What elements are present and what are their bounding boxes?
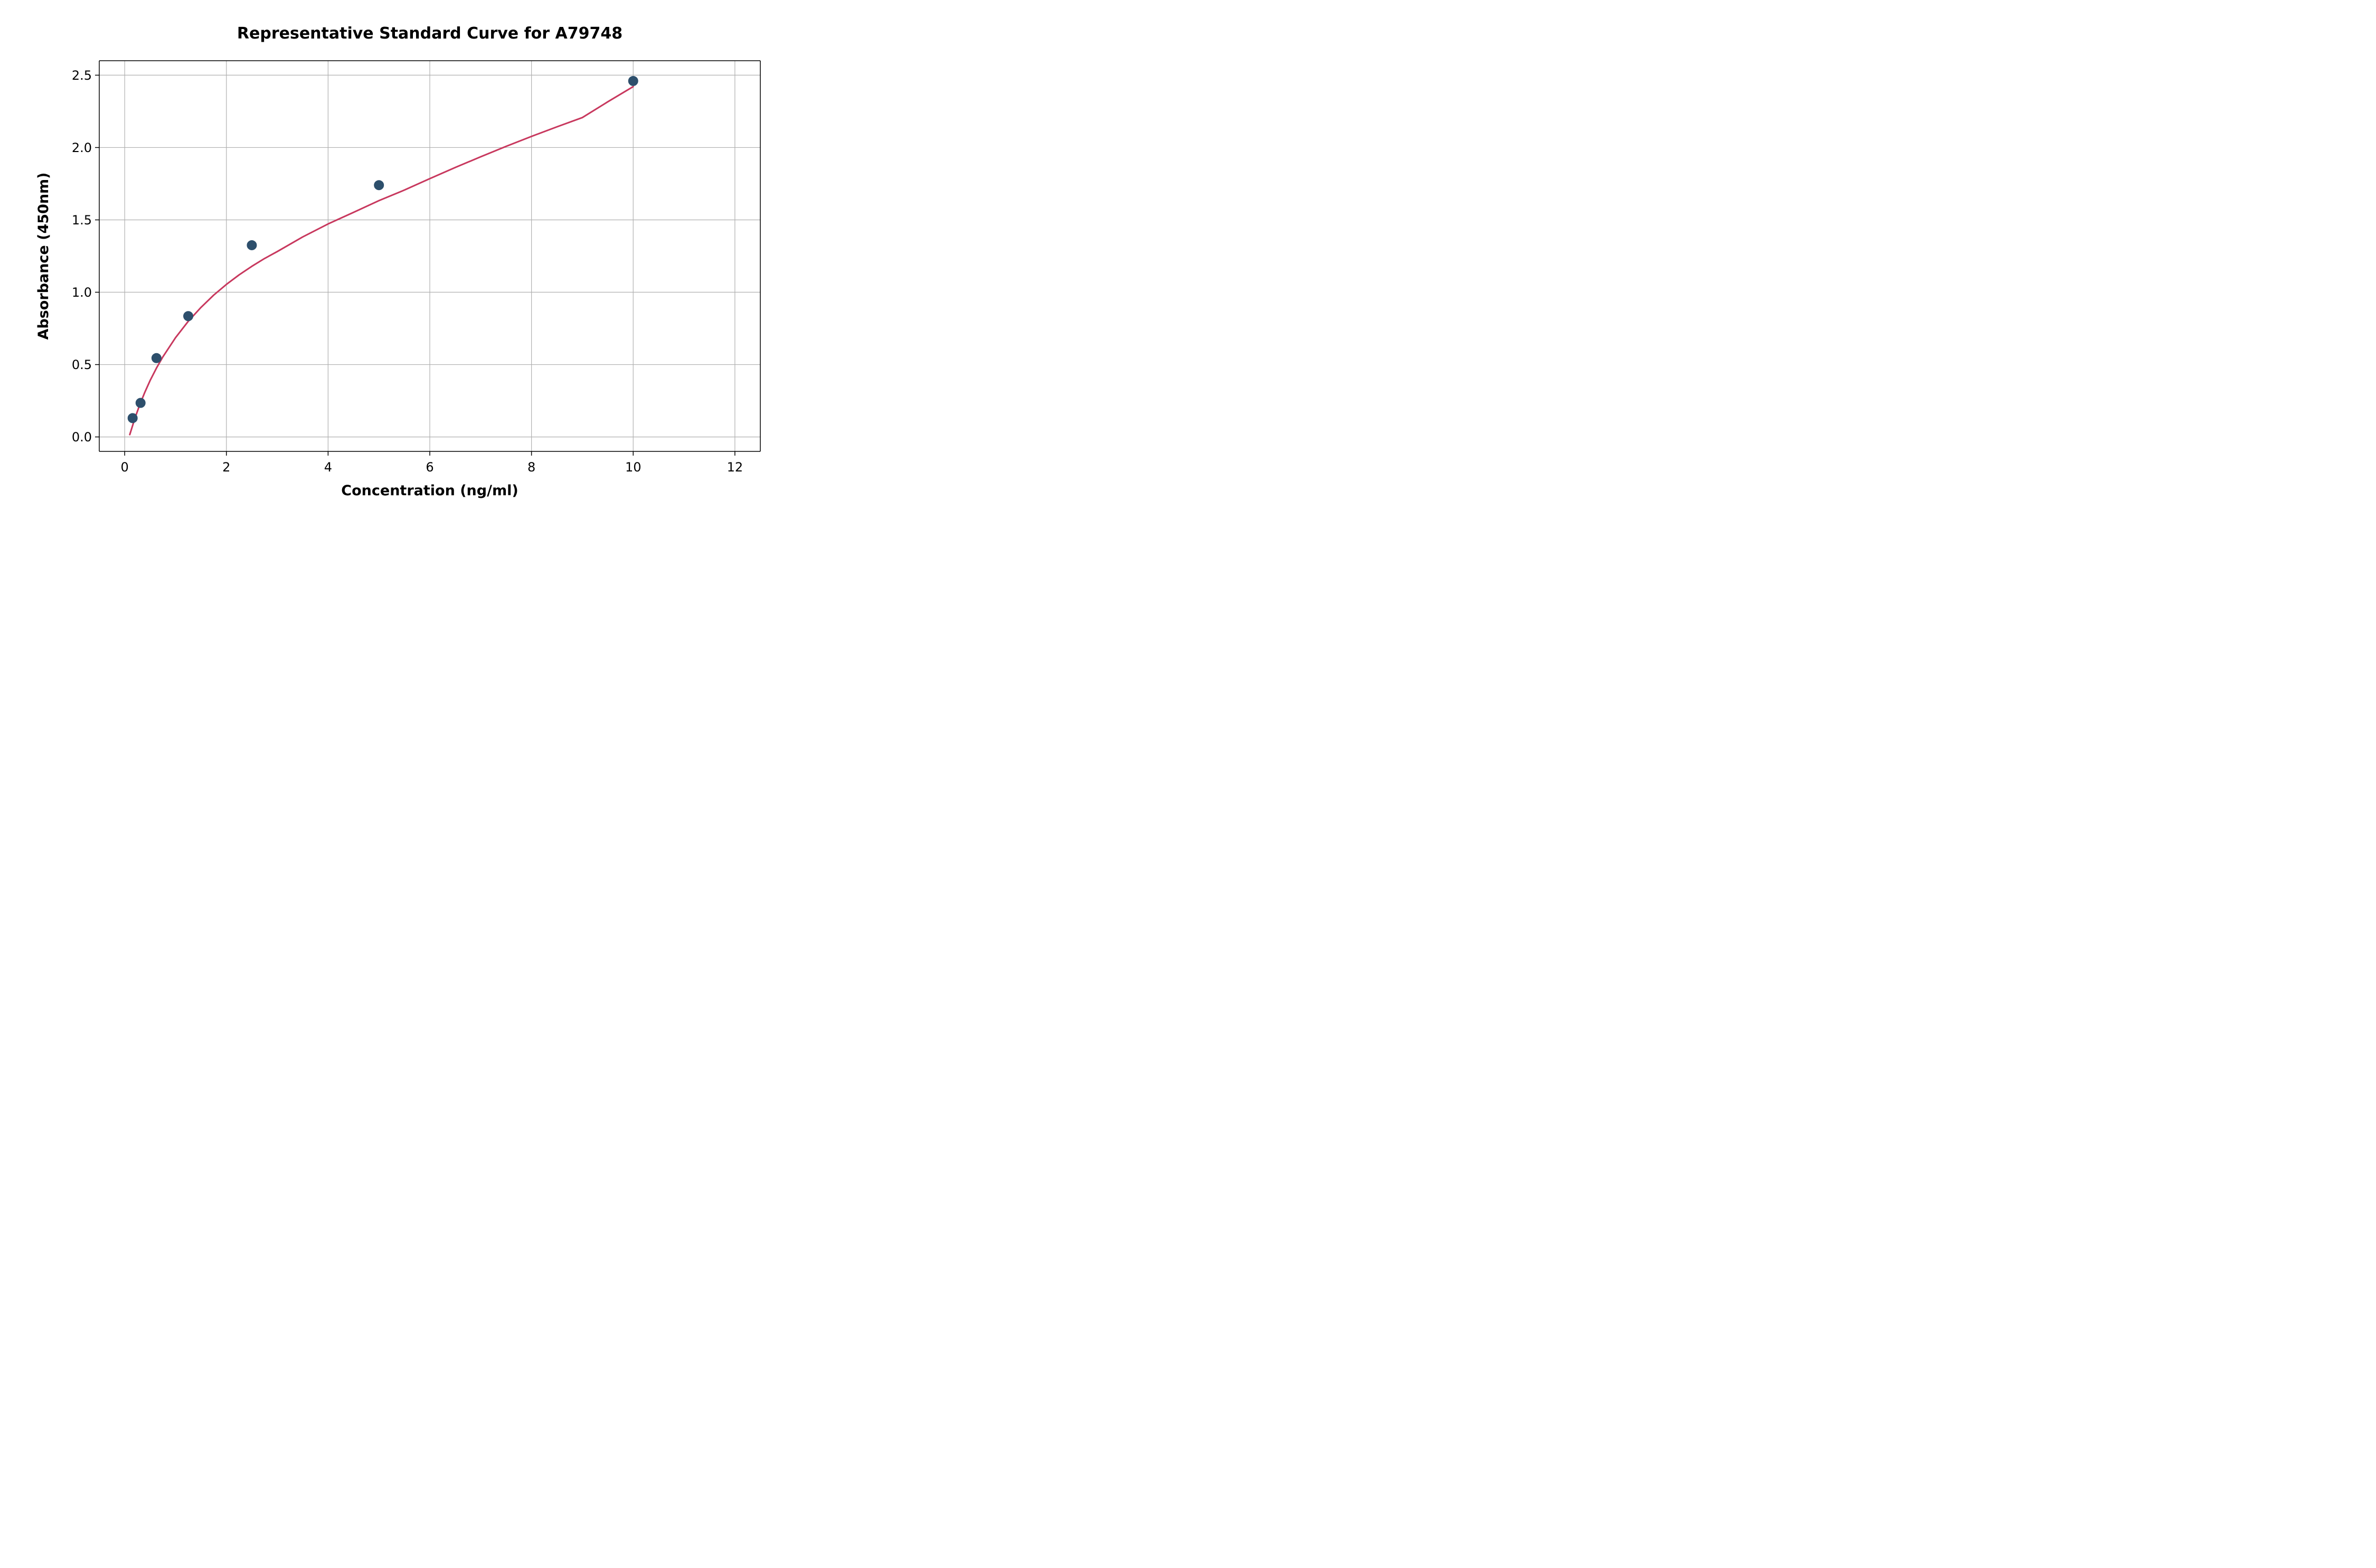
xtick-label: 12 <box>727 460 743 475</box>
data-point <box>628 76 638 86</box>
standard-curve-chart: 0 2 4 6 8 10 12 0.0 0.5 1.0 1.5 2.0 2.5 Concentration… <box>0 0 792 523</box>
ytick-label: 1.0 <box>72 285 92 300</box>
xtick-label: 8 <box>527 460 535 475</box>
data-point <box>128 413 137 423</box>
ytick-label: 2.0 <box>72 140 92 155</box>
x-axis-label: Concentration (ng/ml) <box>341 483 518 499</box>
ytick-label: 0.0 <box>72 430 92 445</box>
xtick-label: 2 <box>222 460 230 475</box>
ytick-label: 2.5 <box>72 68 92 83</box>
data-point <box>184 311 193 321</box>
xtick-label: 4 <box>324 460 332 475</box>
data-point <box>136 398 145 408</box>
data-point <box>247 240 257 250</box>
y-axis-label: Absorbance (450nm) <box>35 172 52 339</box>
chart-title: Representative Standard Curve for A79748 <box>237 24 623 43</box>
data-point <box>152 353 161 363</box>
data-point <box>374 181 384 190</box>
ytick-label: 1.5 <box>72 213 92 228</box>
xtick-label: 0 <box>121 460 129 475</box>
chart-container: 0 2 4 6 8 10 12 0.0 0.5 1.0 1.5 2.0 2.5 Concentration… <box>0 0 792 523</box>
xtick-label: 6 <box>426 460 433 475</box>
xtick-label: 10 <box>625 460 642 475</box>
ytick-label: 0.5 <box>72 357 92 372</box>
